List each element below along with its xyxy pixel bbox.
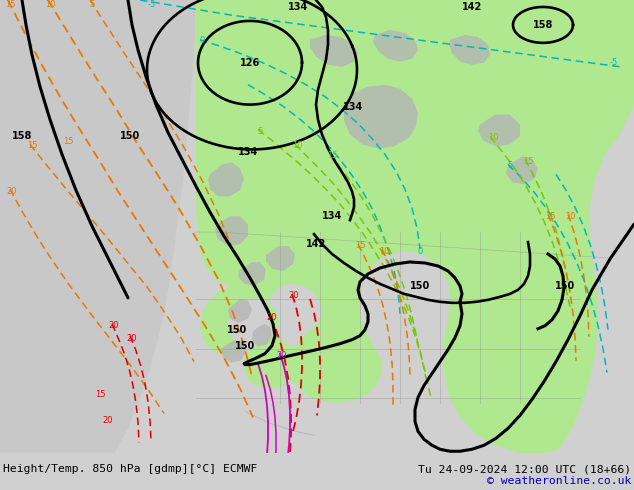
Polygon shape: [208, 162, 244, 196]
Text: 20: 20: [267, 313, 277, 322]
Text: 134: 134: [343, 101, 363, 112]
Text: 150: 150: [120, 131, 140, 142]
Polygon shape: [478, 115, 520, 147]
Text: 15: 15: [27, 142, 37, 150]
Polygon shape: [344, 85, 418, 148]
Text: -5: -5: [148, 0, 156, 9]
Text: 134: 134: [322, 211, 342, 221]
Text: 15: 15: [94, 391, 105, 399]
Text: 20: 20: [109, 321, 119, 330]
Text: © weatheronline.co.uk: © weatheronline.co.uk: [487, 476, 631, 486]
Text: 20: 20: [277, 351, 287, 360]
Text: 20: 20: [288, 291, 299, 300]
Polygon shape: [228, 299, 252, 323]
Text: 15: 15: [327, 151, 337, 160]
Text: 10: 10: [292, 142, 302, 150]
Text: 142: 142: [306, 239, 326, 249]
Text: 150: 150: [235, 341, 255, 351]
Text: 5: 5: [507, 161, 513, 171]
Text: 15: 15: [63, 137, 74, 147]
Text: 0: 0: [199, 36, 205, 45]
Polygon shape: [195, 0, 634, 453]
Polygon shape: [252, 324, 272, 346]
Text: 15: 15: [545, 212, 555, 221]
Polygon shape: [449, 35, 490, 65]
Text: 10: 10: [488, 133, 498, 143]
Polygon shape: [310, 35, 358, 67]
Polygon shape: [266, 246, 295, 271]
Text: 10: 10: [378, 247, 389, 256]
Text: 5: 5: [89, 0, 94, 9]
Text: -5: -5: [610, 58, 618, 67]
Polygon shape: [238, 262, 266, 286]
Text: 20: 20: [127, 334, 137, 343]
Polygon shape: [221, 340, 246, 363]
Polygon shape: [373, 30, 418, 62]
Text: 142: 142: [462, 2, 482, 12]
Text: 126: 126: [240, 58, 260, 68]
Text: Height/Temp. 850 hPa [gdmp][°C] ECMWF: Height/Temp. 850 hPa [gdmp][°C] ECMWF: [3, 464, 257, 474]
Text: 150: 150: [227, 325, 247, 335]
Text: 158: 158: [12, 131, 32, 142]
Text: 20: 20: [7, 187, 17, 196]
Text: 5: 5: [257, 127, 262, 137]
Text: 20: 20: [103, 416, 113, 425]
Text: 15: 15: [4, 0, 15, 9]
Text: 10: 10: [565, 212, 575, 221]
Text: 134: 134: [288, 2, 308, 12]
Text: 134: 134: [238, 147, 258, 157]
Polygon shape: [215, 216, 248, 246]
Text: 15: 15: [355, 241, 365, 250]
Text: 150: 150: [410, 281, 430, 291]
Text: 0: 0: [417, 247, 423, 256]
Text: 15: 15: [523, 157, 533, 167]
Polygon shape: [506, 156, 538, 184]
Polygon shape: [0, 0, 195, 453]
Text: 150: 150: [555, 281, 575, 291]
Text: 158: 158: [533, 20, 553, 30]
Text: Tu 24-09-2024 12:00 UTC (18+66): Tu 24-09-2024 12:00 UTC (18+66): [418, 464, 631, 474]
Text: 10: 10: [45, 0, 55, 9]
